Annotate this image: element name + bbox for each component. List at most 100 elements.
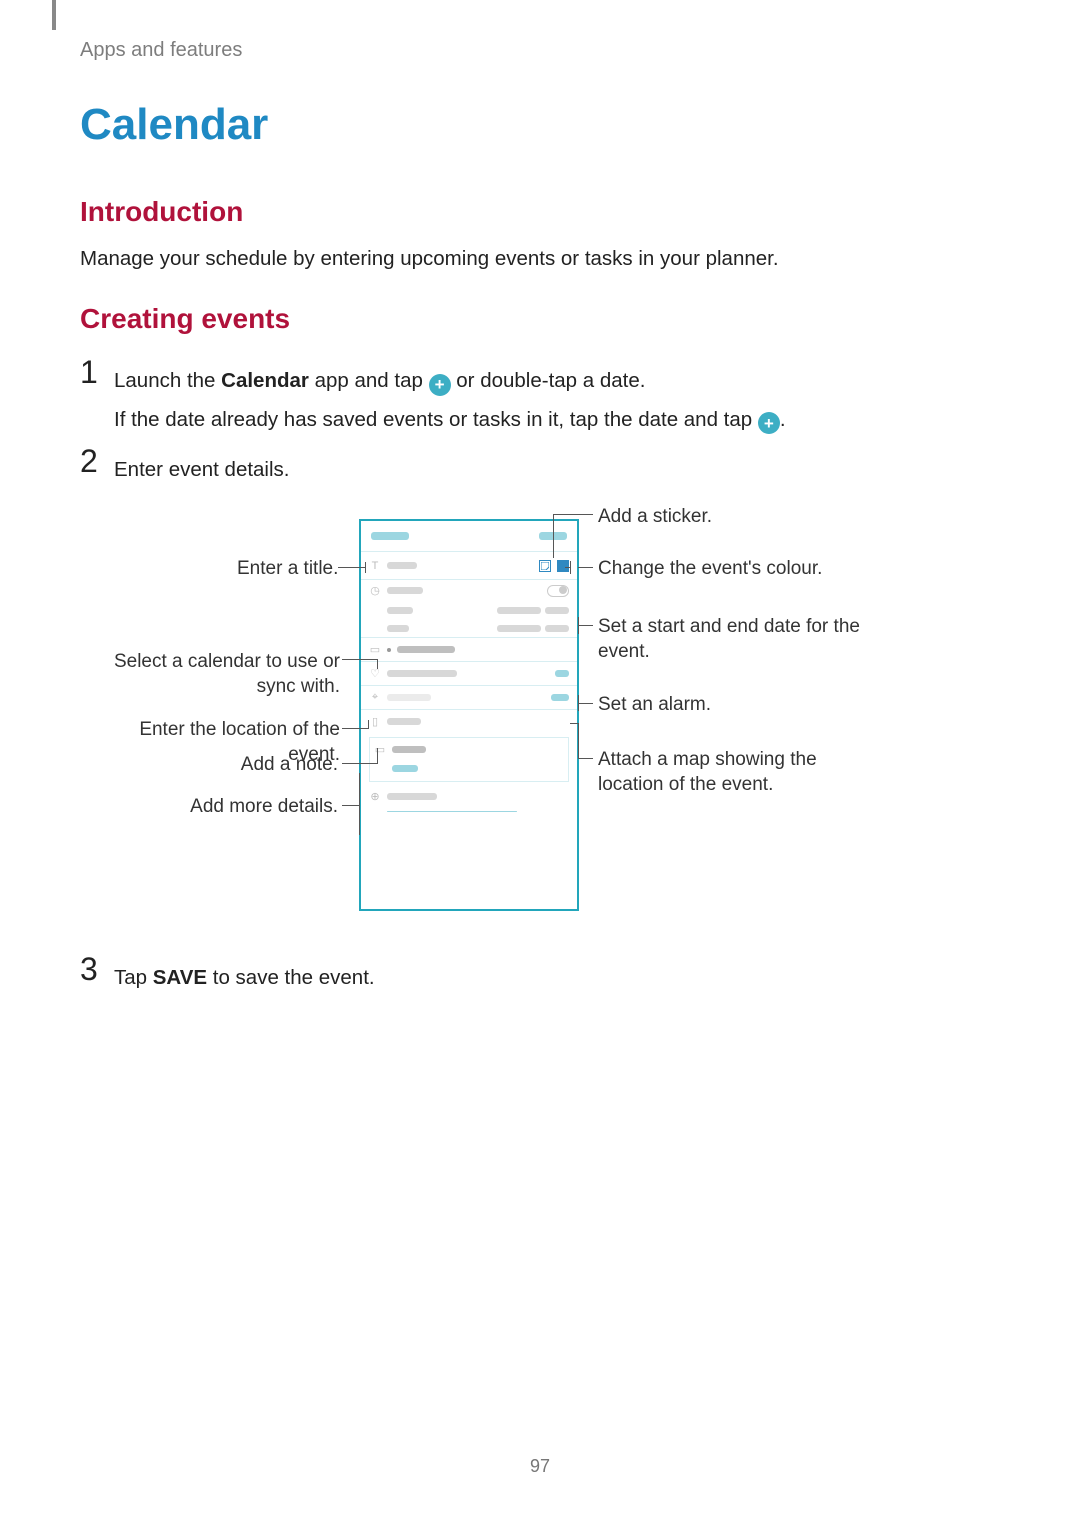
- save-label-bold: SAVE: [153, 966, 207, 989]
- phone-header: [361, 521, 577, 551]
- row-alarm: ♡: [361, 661, 577, 685]
- blur-field: [387, 625, 409, 632]
- callout-tick: [368, 720, 369, 729]
- row-location: ⌖: [361, 685, 577, 709]
- callout-tick: [365, 562, 366, 573]
- row-allday: ◷: [361, 579, 577, 601]
- row-end: [361, 619, 577, 637]
- blur-accent: [392, 765, 418, 772]
- step-body: Enter event details.: [114, 451, 1000, 490]
- callout-line: [342, 763, 378, 764]
- callout-line: [578, 703, 593, 704]
- row-calendar: ▭: [361, 637, 577, 661]
- step-number: 2: [80, 443, 106, 480]
- title-icon: T: [369, 560, 381, 572]
- text-fragment: Launch the: [114, 369, 221, 392]
- blur-accent: [387, 811, 517, 812]
- app-name-bold: Calendar: [221, 369, 309, 392]
- blur-accent: [551, 694, 569, 701]
- row-timezone: ⊕: [361, 786, 577, 816]
- sticker-icon: [539, 560, 551, 572]
- row-note: ▯: [361, 709, 577, 733]
- blur-field: [397, 646, 455, 653]
- callout-enter-title: Enter a title.: [237, 557, 338, 582]
- row-title: T: [361, 551, 577, 579]
- step-body: Tap SAVE to save the event.: [114, 959, 1000, 998]
- step-2: 2 Enter event details.: [80, 451, 1000, 490]
- blur-field: [387, 562, 417, 569]
- callout-alarm: Set an alarm.: [598, 693, 711, 718]
- callout-colour: Change the event's colour.: [598, 557, 822, 582]
- blur-cancel: [371, 532, 409, 540]
- row-start: [361, 601, 577, 619]
- text-fragment: app and tap: [309, 369, 429, 392]
- callout-map: Attach a map showing the location of the…: [598, 748, 848, 797]
- text-fragment: .: [780, 408, 786, 431]
- blur-field: [387, 670, 457, 677]
- callout-line: [578, 625, 593, 626]
- text-fragment: If the date already has saved events or …: [114, 408, 758, 431]
- callout-tick: [578, 695, 579, 711]
- callout-tick: [377, 659, 378, 669]
- callout-line: [565, 567, 571, 568]
- blur-field: [387, 793, 437, 800]
- plus-icon: +: [429, 374, 451, 396]
- heading-introduction: Introduction: [80, 196, 243, 228]
- step-body: Launch the Calendar app and tap + or dou…: [114, 362, 1000, 440]
- blur-field: [387, 607, 413, 614]
- note-icon: ▯: [369, 716, 381, 728]
- callout-line: [342, 728, 369, 729]
- blur-accent: [555, 670, 569, 677]
- callout-tick: [578, 723, 579, 759]
- page-number: 97: [0, 1456, 1080, 1477]
- plus-icon: +: [758, 412, 780, 434]
- colour-swatch-icon: [557, 560, 569, 572]
- heading-creating-events: Creating events: [80, 303, 290, 335]
- intro-paragraph: Manage your schedule by entering upcomin…: [80, 244, 779, 274]
- step-number: 3: [80, 951, 106, 988]
- callout-tick: [578, 617, 579, 634]
- text-fragment: or double-tap a date.: [451, 369, 646, 392]
- allday-toggle: [547, 585, 569, 597]
- callout-tick: [553, 514, 554, 558]
- step-number: 1: [80, 354, 106, 391]
- callout-sticker: Add a sticker.: [598, 505, 712, 530]
- callout-line: [570, 723, 579, 724]
- phone-mock: T ◷ ▭ ♡ ⌖: [359, 519, 579, 911]
- callout-select-calendar: Select a calendar to use or sync with.: [98, 650, 340, 699]
- event-editor-diagram: T ◷ ▭ ♡ ⌖: [80, 495, 1000, 925]
- calendar-icon: ▭: [369, 644, 381, 656]
- callout-line: [578, 567, 593, 568]
- callout-tick: [377, 748, 378, 764]
- blur-field: [545, 625, 569, 632]
- row-repeat-box: ▭: [369, 737, 569, 782]
- blur-field: [387, 587, 423, 594]
- blur-field: [392, 746, 426, 753]
- blur-field: [387, 694, 431, 701]
- bell-icon: ♡: [369, 668, 381, 680]
- page-title: Calendar: [80, 100, 268, 150]
- blur-field: [387, 718, 421, 725]
- callout-tick: [359, 773, 360, 835]
- callout-more-details: Add more details.: [188, 795, 338, 820]
- breadcrumb: Apps and features: [80, 39, 242, 62]
- callout-line: [338, 567, 366, 568]
- text-fragment: Tap: [114, 966, 153, 989]
- globe-icon: ⊕: [369, 790, 381, 802]
- text-fragment: to save the event.: [207, 966, 375, 989]
- callout-line: [342, 659, 378, 660]
- header-accent-mark: [52, 0, 56, 30]
- step-3: 3 Tap SAVE to save the event.: [80, 959, 1000, 998]
- clock-icon: ◷: [369, 585, 381, 597]
- callout-line: [578, 758, 593, 759]
- step-1: 1 Launch the Calendar app and tap + or d…: [80, 362, 1000, 440]
- blur-field: [497, 625, 541, 632]
- blur-field: [545, 607, 569, 614]
- callout-note: Add a note.: [238, 753, 338, 778]
- location-icon: ⌖: [369, 692, 381, 704]
- blur-field: [497, 607, 541, 614]
- dot-icon: [387, 648, 391, 652]
- callout-date: Set a start and end date for the event.: [598, 615, 868, 664]
- callout-line: [342, 805, 359, 806]
- repeat-icon: ▭: [374, 743, 386, 755]
